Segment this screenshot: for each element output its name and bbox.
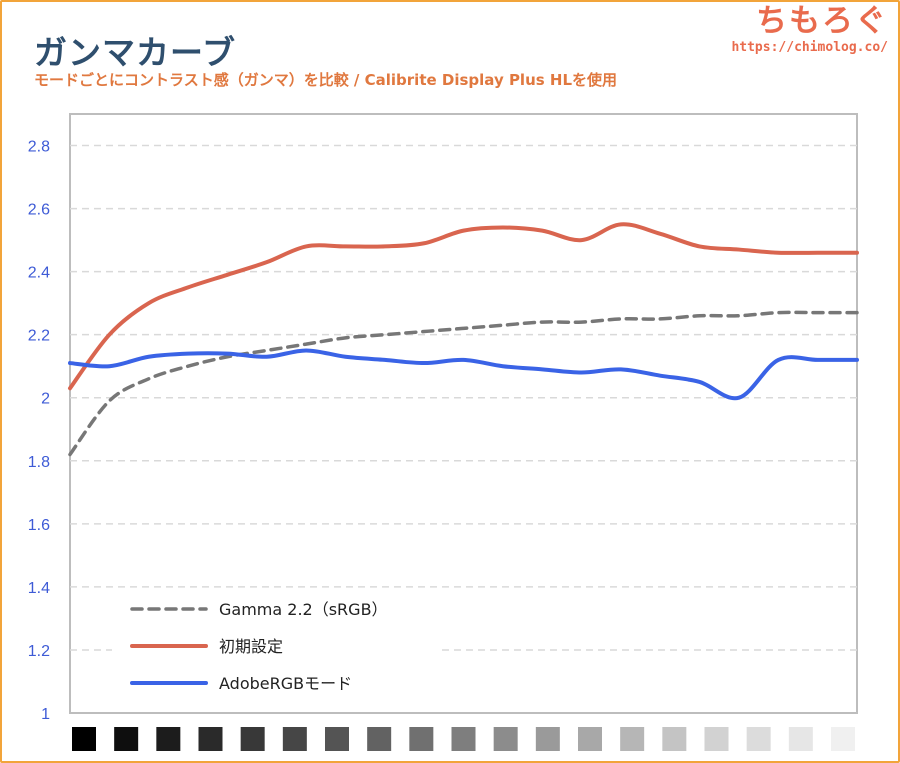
gray-step: [240, 727, 265, 751]
y-tick-label: 2.2: [28, 328, 50, 345]
series-line-2: [68, 348, 859, 401]
series-line-0: [68, 310, 859, 457]
gray-step: [156, 727, 181, 751]
gray-step: [535, 727, 560, 751]
y-tick-label: 2.6: [28, 202, 50, 219]
gray-step: [493, 727, 518, 751]
y-tick-label: 2: [41, 391, 50, 408]
gray-step: [578, 727, 602, 751]
legend-label: 初期設定: [219, 637, 283, 656]
y-tick-label: 2.8: [28, 139, 50, 156]
brand-logo: ちもろぐ https://chimolog.co/: [731, 4, 888, 55]
y-tick-label: 2.4: [28, 265, 50, 282]
brand-name: ちもろぐ: [756, 3, 888, 39]
brand-url: https://chimolog.co/: [731, 40, 888, 55]
gray-step: [788, 727, 813, 751]
gray-step: [662, 727, 687, 751]
y-tick-label: 1.2: [28, 643, 50, 660]
gray-step: [451, 727, 476, 751]
gray-step-scale: [72, 727, 855, 751]
gray-step: [325, 727, 349, 751]
gray-step: [114, 727, 139, 751]
gray-step: [746, 727, 771, 751]
gray-step: [620, 727, 645, 751]
gray-step: [409, 727, 434, 751]
gray-step: [704, 727, 729, 751]
legend-label: Gamma 2.2（sRGB）: [219, 600, 388, 619]
gray-step: [198, 727, 223, 751]
series-lines: [68, 222, 859, 457]
gray-step: [282, 727, 307, 751]
gray-step: [831, 727, 855, 751]
chart-title: ガンマカーブ: [34, 33, 237, 72]
series-line-1: [68, 222, 859, 391]
chart-subtitle: モードごとにコントラスト感（ガンマ）を比較 / Calibrite Displa…: [34, 71, 618, 89]
y-tick-label: 1.8: [28, 454, 50, 471]
plot-area-border: [69, 113, 858, 714]
gray-step: [72, 727, 96, 751]
y-tick-label: 1.4: [28, 580, 50, 597]
gray-step: [367, 727, 392, 751]
y-tick-label: 1: [41, 706, 50, 723]
legend-label: AdobeRGBモード: [219, 674, 352, 693]
legend: Gamma 2.2（sRGB） 初期設定 AdobeRGBモード: [112, 588, 442, 708]
y-axis-ticks: 1 1.2 1.4 1.6 1.8 2 2.2 2.4 2.6 2.8: [28, 139, 50, 723]
y-tick-label: 1.6: [28, 517, 50, 534]
